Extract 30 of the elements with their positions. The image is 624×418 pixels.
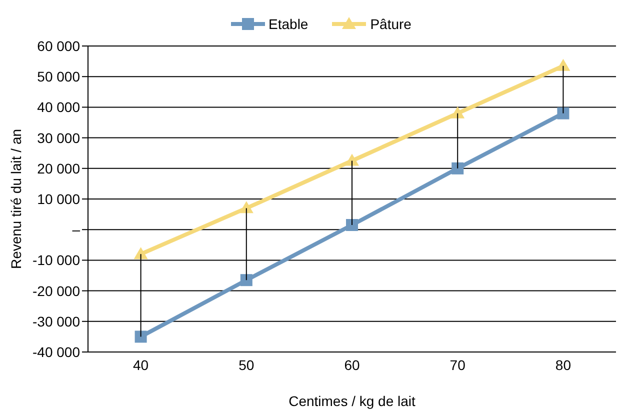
point	[450, 106, 465, 118]
y-tick-label: -40 000	[32, 344, 80, 360]
y-tick-label: -20 000	[32, 282, 80, 299]
y-axis-title: Revenu tiré du lait / an	[8, 128, 24, 270]
x-tick-label: 50	[238, 356, 254, 373]
point	[556, 58, 570, 71]
point	[134, 330, 147, 343]
x-tick-label: 70	[450, 356, 466, 373]
y-tick-label: –	[72, 222, 80, 238]
point	[239, 201, 254, 214]
x-tick-label: 60	[344, 356, 360, 373]
x-axis-title: Centimes / kg de lait	[288, 393, 416, 409]
point	[240, 274, 252, 286]
y-tick-label: 40 000	[37, 99, 80, 116]
y-tick-label: 30 000	[37, 130, 80, 146]
y-tick-label: 20 000	[37, 160, 80, 176]
point	[557, 107, 570, 120]
point	[345, 154, 359, 166]
y-tick-label: 60 000	[37, 38, 80, 54]
point	[346, 219, 358, 232]
x-tick-label: 40	[133, 356, 149, 373]
point	[452, 162, 464, 174]
y-tick-label: -10 000	[32, 252, 80, 268]
y-tick-label: -30 000	[32, 313, 80, 330]
legend-label: Etable	[268, 16, 308, 32]
x-tick-label: 80	[555, 356, 572, 373]
point	[134, 247, 148, 260]
y-tick-label: 10 000	[37, 190, 80, 207]
y-tick-label: 50 000	[37, 68, 80, 85]
legend-label: Pâture	[369, 16, 412, 32]
